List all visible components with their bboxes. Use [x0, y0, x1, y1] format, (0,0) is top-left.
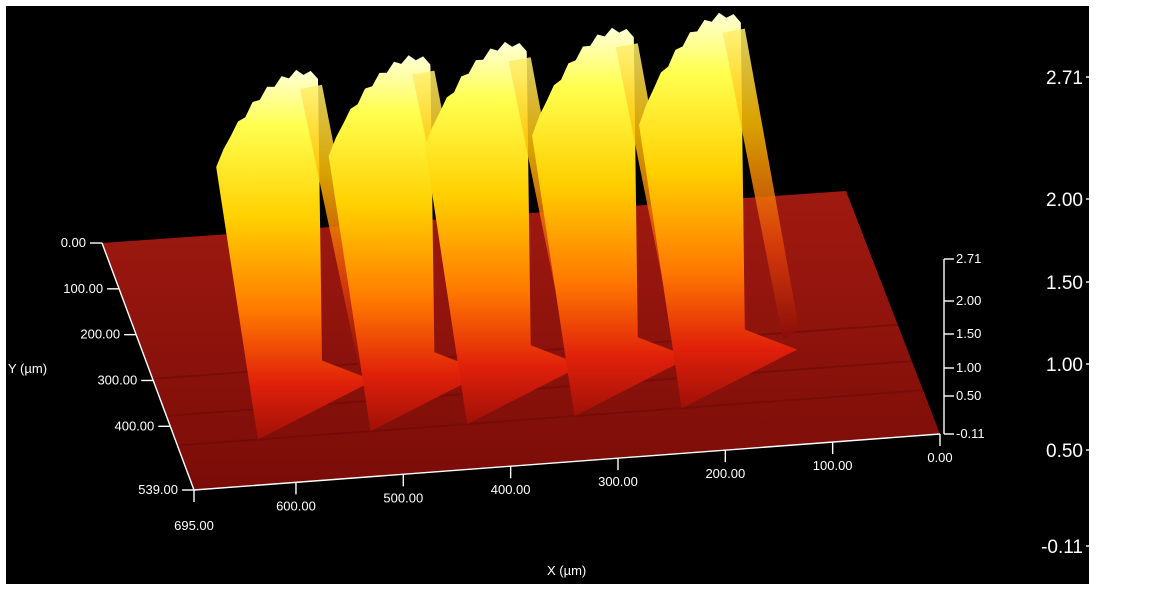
- ridge-3: [425, 41, 583, 425]
- z-tick-label: 0.50: [956, 388, 981, 403]
- x-tick-label: 0.00: [927, 450, 952, 465]
- x-tick-label: 200.00: [705, 466, 745, 481]
- ridge-face-5: [722, 28, 800, 340]
- plane-streak: [177, 389, 924, 447]
- ridge-4: [532, 27, 690, 417]
- z-tick-label: -0.11: [956, 426, 985, 441]
- colorbar-tick-label: 1.50: [1046, 273, 1083, 294]
- y-tick-label: 0.00: [61, 235, 86, 250]
- colorbar-tick-label: 0.50: [1046, 441, 1083, 462]
- ridge-1: [216, 69, 374, 440]
- colorbar-tick-label: 2.71: [1046, 68, 1083, 89]
- x-tick-label: 400.00: [491, 482, 531, 497]
- x-tick-label: 300.00: [598, 474, 638, 489]
- colorbar-tick-label: 2.00: [1046, 190, 1083, 211]
- ridge-5: [639, 12, 798, 409]
- z-tick-label: 2.00: [956, 293, 981, 308]
- x-tick-label: 600.00: [276, 498, 316, 513]
- x-tick-label: 100.00: [813, 458, 853, 473]
- y-axis-label: Y (µm): [8, 361, 48, 376]
- z-tick-label: 2.71: [956, 251, 981, 266]
- x-axis-line: [193, 433, 941, 491]
- ridge-2: [328, 55, 487, 432]
- colorbar-tick-label: -0.11: [1041, 537, 1083, 558]
- y-axis-line: [101, 242, 195, 491]
- y-tick-label: 300.00: [97, 372, 137, 387]
- z-tick-label: 1.50: [956, 326, 981, 341]
- y-tick-label: 400.00: [115, 418, 155, 433]
- x-axis-label: X (µm): [547, 563, 587, 578]
- colorbar-tick-label: 1.00: [1046, 355, 1083, 376]
- plot-frame: 0.00 100.00 200.00 300.00 400.00 539.00 695.00…: [6, 6, 1089, 584]
- y-tick-label: 200.00: [80, 327, 120, 342]
- x-tick-label: 500.00: [383, 490, 423, 505]
- x-tick-label: 695.00: [174, 518, 214, 533]
- y-tick-label: 100.00: [63, 281, 103, 296]
- surface-plot: 0.00 100.00 200.00 300.00 400.00 539.00 695.00…: [61, 12, 1089, 558]
- z-tick-label: 1.00: [956, 360, 981, 375]
- y-tick-label: 539.00: [138, 482, 178, 497]
